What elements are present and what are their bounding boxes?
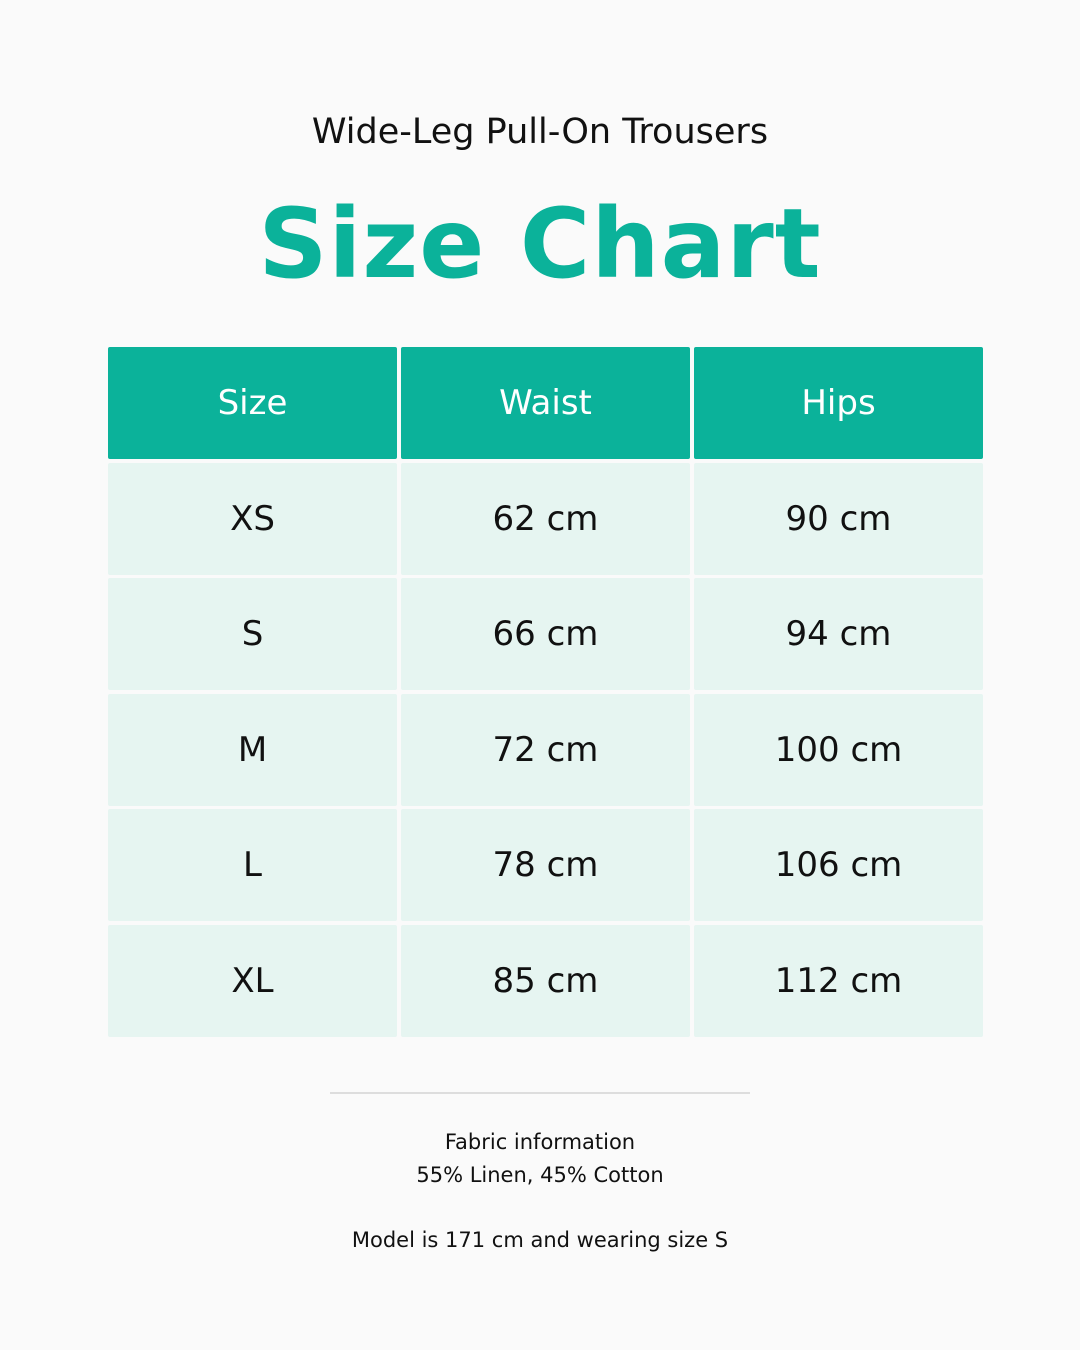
table-cell: 94 cm — [694, 578, 983, 690]
column-header: Size — [108, 347, 397, 459]
table-cell: 106 cm — [694, 809, 983, 921]
table-cell: 78 cm — [401, 809, 690, 921]
table-cell: 90 cm — [694, 462, 983, 575]
size-table: Size Waist Hips XS 62 cm 90 cm S 66 cm 94 cm M 72 … — [108, 347, 983, 1040]
table-cell: 62 cm — [401, 462, 690, 575]
column-header: Waist — [401, 347, 690, 459]
column-header: Hips — [694, 347, 983, 459]
fabric-value: 55% Linen, 45% Cotton — [416, 1163, 664, 1187]
table-cell: XS — [108, 462, 397, 575]
table-cell: M — [108, 693, 397, 806]
product-name: Wide-Leg Pull-On Trousers — [311, 112, 769, 152]
table-cell: 85 cm — [401, 924, 690, 1037]
table-cell: L — [108, 809, 397, 921]
fabric-label: Fabric information — [444, 1130, 636, 1154]
table-cell: S — [108, 578, 397, 690]
table-cell: 112 cm — [694, 924, 983, 1037]
table-cell: 72 cm — [401, 693, 690, 806]
table-cell: 100 cm — [694, 693, 983, 806]
table-cell: XL — [108, 924, 397, 1037]
divider — [330, 1092, 750, 1094]
page-title: Size Chart — [258, 188, 822, 300]
table-cell: 66 cm — [401, 578, 690, 690]
model-note: Model is 171 cm and wearing size S — [351, 1228, 729, 1252]
